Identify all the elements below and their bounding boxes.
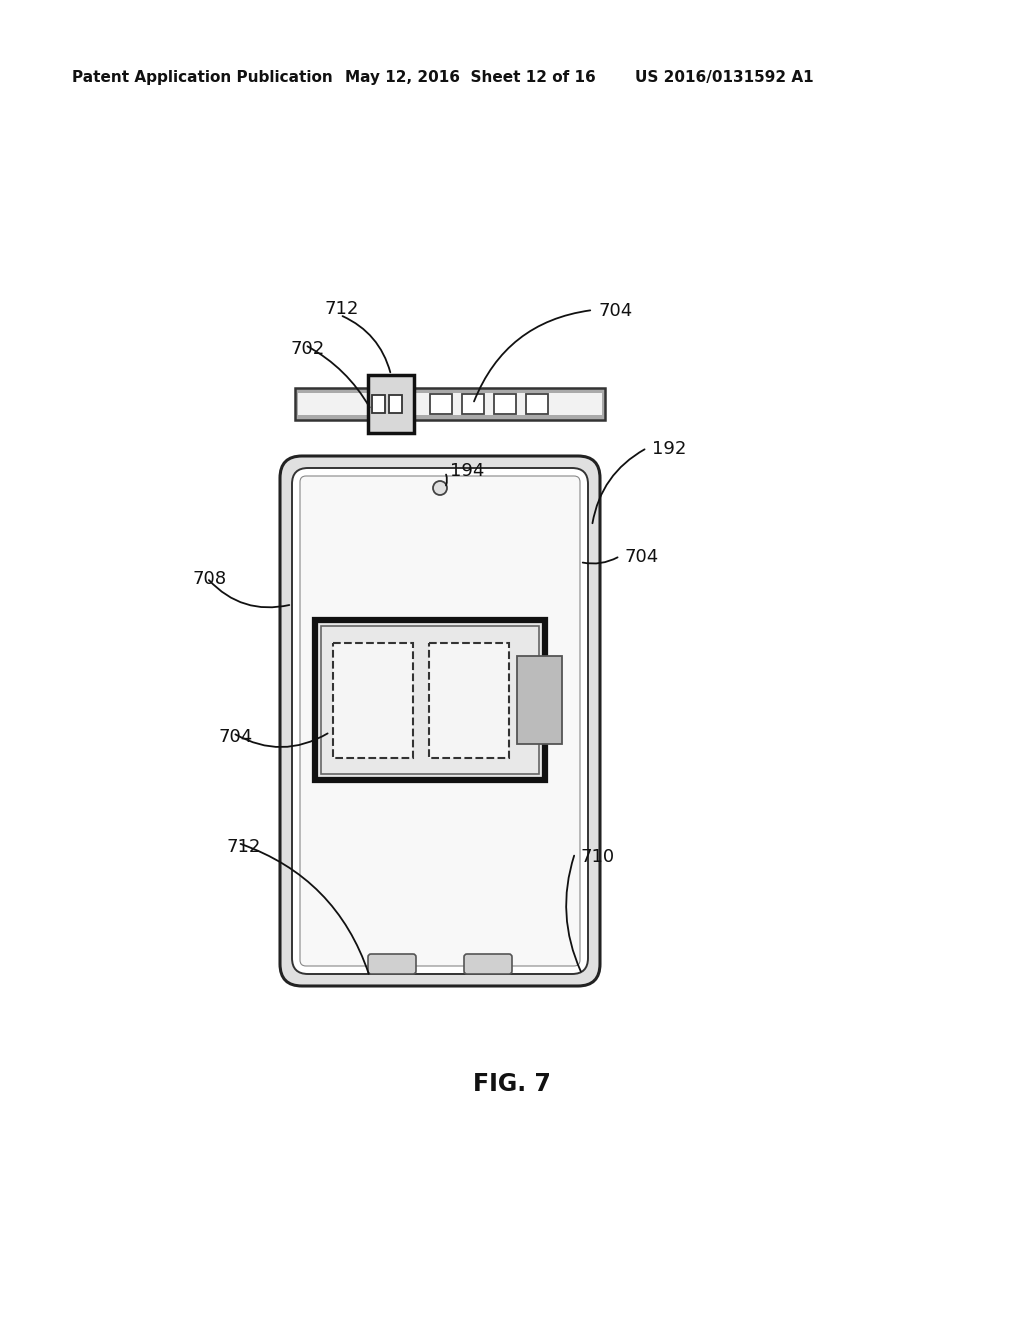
FancyBboxPatch shape bbox=[368, 954, 416, 974]
FancyBboxPatch shape bbox=[300, 477, 580, 966]
Bar bbox=[295, 388, 605, 420]
Bar bbox=[517, 656, 562, 744]
Bar bbox=[494, 393, 516, 414]
FancyBboxPatch shape bbox=[280, 455, 600, 986]
Bar bbox=[372, 395, 385, 413]
Bar bbox=[315, 620, 545, 780]
Circle shape bbox=[433, 480, 447, 495]
Bar bbox=[526, 393, 548, 414]
Text: 702: 702 bbox=[290, 341, 325, 358]
Bar bbox=[429, 643, 509, 758]
Text: 704: 704 bbox=[625, 548, 659, 566]
Text: Patent Application Publication: Patent Application Publication bbox=[72, 70, 333, 84]
Text: 192: 192 bbox=[652, 440, 686, 458]
Text: 704: 704 bbox=[218, 729, 252, 746]
Text: 710: 710 bbox=[580, 847, 614, 866]
FancyBboxPatch shape bbox=[292, 469, 588, 974]
Bar bbox=[368, 375, 414, 433]
Bar bbox=[298, 393, 602, 414]
Text: 712: 712 bbox=[226, 838, 260, 855]
Bar bbox=[430, 393, 452, 414]
Text: 708: 708 bbox=[193, 570, 226, 587]
Text: 704: 704 bbox=[598, 302, 632, 319]
Bar bbox=[295, 388, 605, 420]
Text: 194: 194 bbox=[450, 462, 484, 480]
Bar bbox=[389, 395, 402, 413]
Text: May 12, 2016  Sheet 12 of 16: May 12, 2016 Sheet 12 of 16 bbox=[345, 70, 596, 84]
Text: 712: 712 bbox=[325, 300, 359, 318]
Text: US 2016/0131592 A1: US 2016/0131592 A1 bbox=[635, 70, 814, 84]
Bar bbox=[333, 643, 413, 758]
Bar bbox=[462, 393, 484, 414]
Bar bbox=[321, 626, 539, 774]
Text: FIG. 7: FIG. 7 bbox=[473, 1072, 551, 1096]
FancyBboxPatch shape bbox=[464, 954, 512, 974]
